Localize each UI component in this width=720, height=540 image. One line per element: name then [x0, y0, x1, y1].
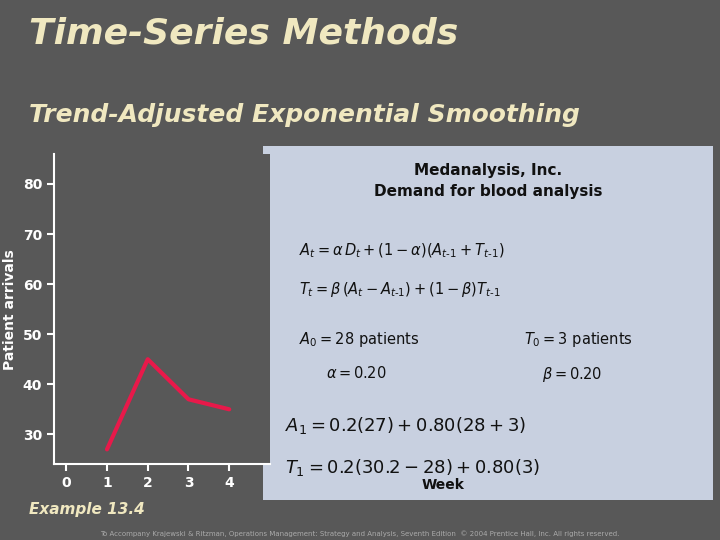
Text: $A_t = \alpha\, D_t + (1 - \alpha)(A_{t\text{-}1} + T_{t\text{-}1})$: $A_t = \alpha\, D_t + (1 - \alpha)(A_{t\…	[299, 241, 504, 260]
Text: $T_0 = 3\ \mathrm{patients}$: $T_0 = 3\ \mathrm{patients}$	[523, 330, 633, 349]
Text: Example 13.4: Example 13.4	[29, 502, 145, 517]
Text: $\beta = 0.20$: $\beta = 0.20$	[541, 365, 602, 384]
Text: Time-Series Methods: Time-Series Methods	[29, 16, 458, 50]
Text: $A_1 = 0.2(27) + 0.80(28 + 3)$: $A_1 = 0.2(27) + 0.80(28 + 3)$	[285, 415, 526, 436]
Text: Trend-Adjusted Exponential Smoothing: Trend-Adjusted Exponential Smoothing	[29, 103, 580, 126]
Text: Medanalysis, Inc.
Demand for blood analysis: Medanalysis, Inc. Demand for blood analy…	[374, 164, 602, 199]
Text: $\alpha = 0.20$: $\alpha = 0.20$	[325, 365, 386, 381]
Y-axis label: Patient arrivals: Patient arrivals	[4, 249, 17, 369]
Text: Week: Week	[421, 478, 464, 492]
Text: $T_1 = 0.2(30.2 - 28) + 0.80(3)$: $T_1 = 0.2(30.2 - 28) + 0.80(3)$	[285, 457, 540, 478]
Text: $A_0 = 28\ \mathrm{patients}$: $A_0 = 28\ \mathrm{patients}$	[299, 330, 419, 349]
Text: To Accompany Krajewski & Ritzman, Operations Management: Strategy and Analysis, : To Accompany Krajewski & Ritzman, Operat…	[100, 531, 620, 537]
Text: $T_t = \beta\, (A_t - A_{t\text{-}1}) + (1 - \beta)T_{t\text{-}1}$: $T_t = \beta\, (A_t - A_{t\text{-}1}) + …	[299, 280, 500, 299]
